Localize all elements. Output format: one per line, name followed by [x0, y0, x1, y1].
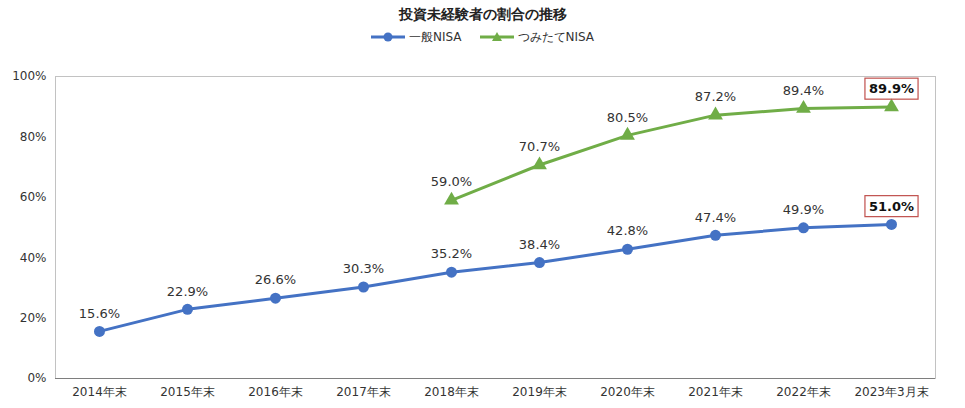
svg-text:2022年末: 2022年末 [776, 385, 831, 399]
svg-text:2017年末: 2017年末 [336, 385, 391, 399]
svg-text:87.2%: 87.2% [695, 89, 736, 104]
svg-text:80.5%: 80.5% [607, 110, 648, 125]
svg-text:89.4%: 89.4% [783, 83, 824, 98]
svg-text:30.3%: 30.3% [343, 261, 384, 276]
svg-text:15.6%: 15.6% [79, 306, 120, 321]
svg-text:26.6%: 26.6% [255, 272, 296, 287]
html-text:一般NISA: 一般NISA [408, 29, 462, 44]
html-text:投資未経験者の割合の推移: 投資未経験者の割合の推移 [398, 6, 567, 22]
svg-text:42.8%: 42.8% [607, 223, 648, 238]
svg-text:100%: 100% [12, 69, 46, 83]
svg-text:49.9%: 49.9% [783, 202, 824, 217]
svg-text:2018年末: 2018年末 [424, 385, 479, 399]
svg-text:2015年末: 2015年末 [160, 385, 215, 399]
svg-text:0%: 0% [27, 371, 46, 385]
svg-text:2023年3月末: 2023年3月末 [854, 385, 928, 399]
svg-text:40%: 40% [20, 251, 47, 265]
html-text:つみたてNISA: つみたてNISA [517, 29, 595, 44]
svg-text:22.9%: 22.9% [167, 284, 208, 299]
svg-text:2020年末: 2020年末 [600, 385, 655, 399]
svg-text:2016年末: 2016年末 [248, 385, 303, 399]
svg-text:60%: 60% [20, 190, 47, 204]
svg-text:2021年末: 2021年末 [688, 385, 743, 399]
svg-text:47.4%: 47.4% [695, 210, 736, 225]
svg-text:51.0%: 51.0% [869, 199, 914, 214]
svg-text:70.7%: 70.7% [519, 139, 560, 154]
svg-text:89.9%: 89.9% [869, 81, 914, 96]
svg-text:2019年末: 2019年末 [512, 385, 567, 399]
svg-text:38.4%: 38.4% [519, 237, 560, 252]
svg-text:80%: 80% [20, 130, 47, 144]
svg-text:20%: 20% [20, 311, 47, 325]
svg-text:2014年末: 2014年末 [72, 385, 127, 399]
svg-text:59.0%: 59.0% [431, 174, 472, 189]
svg-text:35.2%: 35.2% [431, 246, 472, 261]
